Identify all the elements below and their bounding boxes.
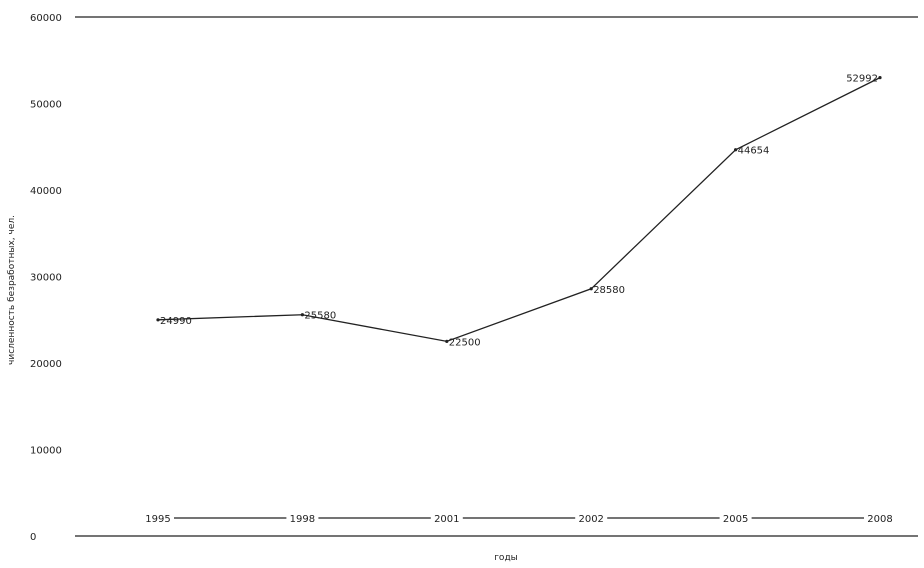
x-tick-label: 1995	[145, 514, 170, 525]
x-tick-label: 2002	[578, 514, 603, 525]
x-tick-label: 1998	[290, 514, 315, 525]
x-tick-label-bg	[719, 512, 752, 524]
data-point	[589, 287, 593, 291]
data-label: 28580	[593, 285, 625, 296]
y-tick-labels: 0 10000 20000 30000 40000 50000 60000	[30, 13, 62, 543]
y-tick-label: 10000	[30, 446, 62, 457]
y-tick-label: 60000	[30, 13, 62, 24]
data-point	[156, 318, 160, 322]
x-tick-labels: 1995 1998 2001 2002 2005 2008	[142, 512, 896, 525]
data-point	[734, 148, 738, 152]
data-labels: 24990 25580 22500 28580 44654 52992	[160, 74, 878, 349]
x-tick-label-bg	[864, 512, 896, 524]
data-label: 44654	[738, 146, 770, 157]
data-label: 25580	[304, 311, 336, 322]
x-tick-label: 2005	[723, 514, 748, 525]
x-tick-label: 2008	[867, 514, 892, 525]
frame-layer	[75, 16, 918, 537]
x-tick-label-bg	[286, 512, 319, 524]
data-label: 52992	[846, 74, 878, 85]
y-tick-label: 0	[30, 532, 36, 543]
data-point	[300, 313, 304, 317]
data-label: 22500	[449, 337, 481, 348]
x-tick-label-bg	[142, 512, 174, 524]
x-tick-label: 2001	[434, 514, 459, 525]
x-axis-title: годы	[494, 553, 518, 563]
series-line	[157, 77, 881, 343]
data-point	[878, 76, 882, 80]
x-tick-label-bg	[575, 512, 608, 524]
y-tick-label: 50000	[30, 100, 62, 111]
data-point	[445, 339, 449, 343]
y-tick-label: 40000	[30, 186, 62, 197]
data-label: 24990	[160, 316, 192, 327]
series-layer	[156, 76, 882, 343]
y-axis-title: численность безработных, чел.	[7, 215, 17, 365]
y-tick-label: 30000	[30, 273, 62, 284]
x-tick-label-bg	[430, 512, 463, 524]
y-tick-label: 20000	[30, 359, 62, 370]
